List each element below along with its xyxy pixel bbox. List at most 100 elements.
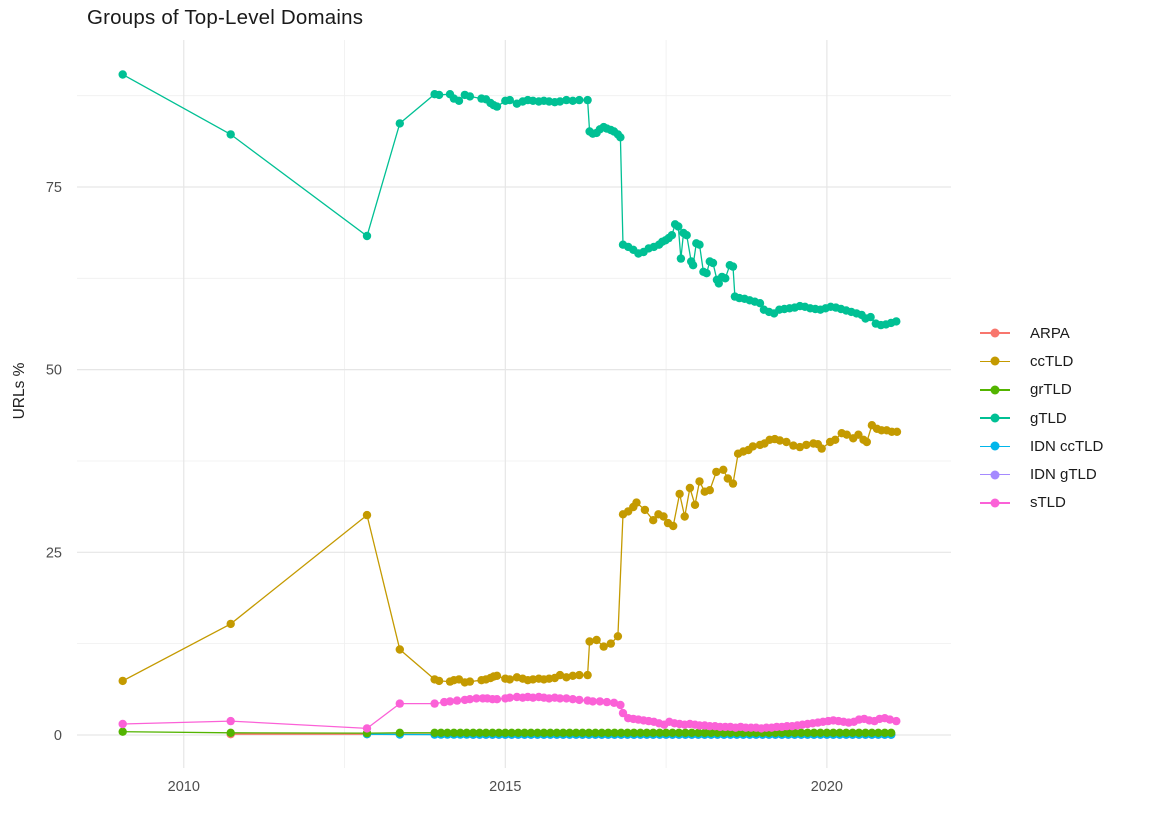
series-point-cctld (226, 619, 235, 629)
series-point-cctld (728, 479, 738, 488)
series-point-gtld (667, 231, 677, 240)
series-point-cctld (568, 671, 577, 680)
series-point-grtld (226, 728, 235, 737)
series-point-cctld (362, 510, 372, 520)
series-point-cctld (719, 465, 728, 474)
legend-label-gtld: gTLD (1030, 409, 1067, 427)
series-point-grtld (777, 728, 787, 737)
series-point-cctld (592, 635, 601, 645)
series-point-stld (885, 715, 895, 724)
series-point-grtld (803, 728, 812, 737)
legend-key-dot (990, 441, 1000, 451)
series-point-grtld (661, 728, 671, 737)
series-point-gtld (465, 92, 475, 101)
series-point-grtld (539, 728, 549, 737)
series-point-gtld (676, 254, 686, 263)
x-tick-label: 2020 (811, 779, 843, 795)
legend-label-idn-gtld: IDN gTLD (1030, 466, 1097, 484)
series-line-gtld (122, 73, 897, 326)
series-point-gtld (118, 70, 127, 79)
legend-swatch-idn-cctld-icon (980, 437, 1010, 455)
legend-label-arpa: ARPA (1030, 324, 1070, 342)
series-point-grtld (501, 728, 510, 737)
series-point-gtld (714, 279, 723, 288)
series-point-gtld (454, 96, 464, 106)
series-point-grtld (829, 728, 838, 737)
legend-swatch-arpa-icon (980, 324, 1010, 342)
series-point-cctld (583, 670, 592, 680)
series-point-cctld (675, 489, 684, 499)
series-point-grtld (848, 728, 857, 737)
series-point-stld (562, 694, 571, 703)
legend-item-idn-gtld: IDN gTLD (980, 460, 1103, 488)
series-point-cctld (712, 467, 721, 477)
chart-title: Groups of Top-Level Domains (87, 6, 364, 29)
series-point-stld (430, 699, 439, 708)
series-point-grtld (436, 728, 446, 737)
series-point-grtld (559, 728, 568, 737)
series-point-gtld (721, 274, 730, 283)
series-point-grtld (880, 728, 889, 737)
legend-label-cctld: ccTLD (1030, 352, 1074, 370)
series-point-cctld (555, 670, 565, 680)
series-point-stld (226, 716, 235, 726)
series-point-grtld (469, 728, 478, 737)
series-point-cctld (775, 436, 785, 445)
series-point-cctld (640, 505, 650, 515)
series-point-grtld (514, 728, 523, 737)
series-point-grtld (681, 728, 690, 737)
series-point-cctld (613, 632, 623, 641)
series-point-grtld (475, 728, 484, 737)
series-point-grtld (874, 728, 883, 737)
series-point-gtld (728, 262, 738, 271)
series-point-stld (445, 697, 455, 706)
series-point-gtld (702, 269, 711, 278)
series-point-gtld (562, 95, 571, 105)
series-point-grtld (604, 728, 613, 737)
series-point-grtld (449, 728, 459, 737)
series-point-gtld (755, 299, 765, 308)
legend-key-dot (990, 385, 1000, 395)
series-point-stld (362, 724, 372, 733)
series-point-gtld (434, 90, 444, 100)
series-point-grtld (481, 728, 491, 737)
series-point-grtld (462, 728, 471, 737)
legend-key-dot (990, 356, 1000, 366)
series-point-cctld (862, 437, 871, 447)
series-point-cctld (505, 675, 514, 684)
legend-swatch-stld-icon (980, 494, 1010, 512)
series-point-grtld (118, 727, 127, 736)
series-point-gtld (616, 133, 625, 142)
series-point-grtld (507, 728, 516, 737)
series-point-grtld (809, 728, 819, 737)
series-point-stld (892, 716, 901, 726)
series-point-cctld (632, 498, 641, 507)
series-point-gtld (362, 231, 372, 241)
legend-item-arpa: ARPA (980, 319, 1103, 347)
series-point-grtld (867, 728, 877, 737)
series-point-grtld (584, 728, 594, 737)
series-point-gtld (708, 258, 718, 268)
series-point-stld (395, 699, 404, 708)
y-tick-label: 50 (46, 363, 62, 379)
series-point-stld (602, 697, 612, 707)
series-point-stld (452, 696, 462, 705)
series-point-gtld (682, 231, 691, 240)
series-point-grtld (687, 728, 696, 737)
series-point-cctld (434, 676, 444, 686)
series-point-grtld (430, 728, 439, 737)
series-point-grtld (616, 728, 626, 737)
series-point-grtld (395, 728, 404, 737)
series-point-stld (568, 695, 577, 704)
series-point-gtld (505, 95, 514, 105)
series-point-grtld (706, 728, 716, 737)
series-point-stld (492, 695, 502, 704)
legend-swatch-gtld-icon (980, 409, 1010, 427)
series-point-cctld (802, 440, 811, 450)
series-point-cctld (690, 500, 700, 509)
series-point-grtld (887, 728, 896, 737)
series-point-stld (588, 697, 597, 706)
series-point-stld (595, 697, 605, 706)
series-point-cctld (669, 521, 678, 531)
